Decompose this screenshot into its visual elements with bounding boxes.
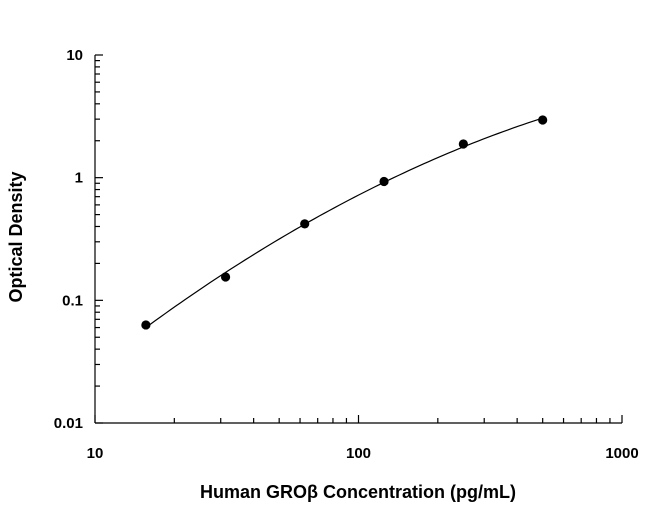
x-tick-label: 10 bbox=[87, 445, 104, 462]
data-point bbox=[458, 139, 468, 149]
y-tick-label: 0.1 bbox=[62, 292, 83, 309]
data-point bbox=[141, 320, 151, 330]
x-tick-label: 1000 bbox=[605, 445, 638, 462]
data-point bbox=[220, 272, 231, 282]
y-ticks bbox=[95, 54, 103, 424]
y-tick-label: 0.01 bbox=[54, 415, 83, 432]
data-point bbox=[379, 176, 389, 187]
y-tick-labels: 10 1 0.1 0.01 bbox=[54, 47, 83, 432]
data-points bbox=[141, 115, 548, 330]
x-axis-title: Human GROβ Concentration (pg/mL) bbox=[200, 482, 516, 502]
x-ticks bbox=[94, 415, 623, 423]
y-axis-title: Optical Density bbox=[6, 171, 26, 302]
axes bbox=[94, 55, 622, 424]
fit-curve bbox=[145, 117, 543, 328]
x-tick-labels: 10 100 1000 bbox=[87, 445, 639, 462]
y-tick-label: 1 bbox=[75, 170, 83, 187]
y-tick-label: 10 bbox=[66, 47, 83, 64]
data-point bbox=[300, 219, 310, 229]
x-tick-label: 100 bbox=[346, 445, 371, 462]
data-point bbox=[538, 115, 548, 125]
